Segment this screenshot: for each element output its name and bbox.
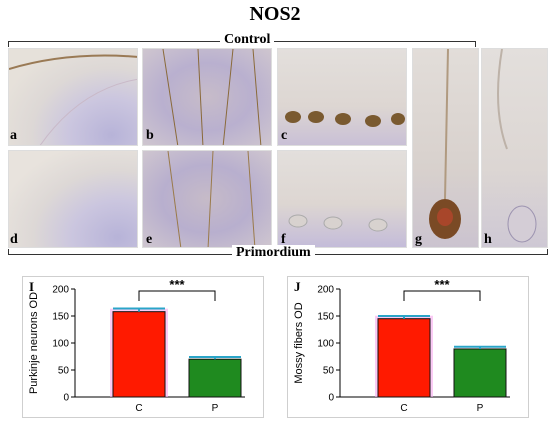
y-tick-label: 100	[52, 339, 69, 350]
significance-bracket	[138, 290, 216, 301]
panel-e-fibers	[167, 151, 256, 247]
bar-p	[188, 358, 242, 398]
chart-i-panel-label: I	[29, 279, 35, 294]
x-tick-label: C	[400, 403, 407, 414]
panel-h-image	[481, 48, 548, 248]
panel-d-image	[8, 150, 138, 248]
significance-bracket	[403, 290, 481, 301]
panel-g-image	[412, 48, 479, 248]
panel-f-label: f	[281, 232, 286, 247]
significance-label: ***	[169, 277, 185, 292]
panel-f-image	[277, 150, 407, 248]
chart-j: Mossy fibers OD 0 50 100 150 200 C P *** J	[287, 276, 529, 418]
panel-a-texture	[9, 54, 137, 145]
control-group-label: Control	[220, 32, 275, 48]
panel-e-label: e	[146, 232, 153, 247]
y-axis-label: Purkinje neurons OD	[28, 292, 40, 394]
panel-h-cell	[497, 49, 537, 243]
chart-i-svg: Purkinje neurons OD 0 50 100 150 200 C P ***	[28, 277, 245, 414]
panel-a-label: a	[10, 128, 17, 143]
panel-b-fibers	[162, 49, 262, 145]
panel-c-label: c	[281, 128, 288, 143]
panel-c-purkinje-cells	[285, 111, 405, 127]
x-tick-label: P	[477, 403, 484, 414]
y-tick-label: 150	[52, 312, 69, 323]
y-axis-label: Mossy fibers OD	[293, 302, 305, 383]
panel-e-image	[142, 150, 272, 248]
y-tick-label: 100	[317, 339, 334, 350]
y-tick-label: 150	[317, 312, 334, 323]
y-tick-label: 50	[323, 366, 335, 377]
chart-j-panel-label: J	[294, 279, 301, 294]
y-tick-label: 0	[328, 393, 334, 404]
chart-i: Purkinje neurons OD 0 50 100 150 200 C P *** I	[22, 276, 264, 418]
control-bracket-right-tick	[475, 41, 476, 47]
x-tick-label: P	[212, 403, 219, 414]
primordium-bracket-right-tick	[547, 249, 548, 255]
y-tick-label: 0	[63, 393, 69, 404]
panel-a-image	[8, 48, 138, 146]
bar-p	[453, 348, 507, 398]
x-tick-label: C	[135, 403, 142, 414]
y-tick-label: 200	[317, 285, 334, 296]
primordium-bracket-left-tick	[8, 249, 9, 255]
panel-g-label: g	[415, 232, 422, 247]
figure-title: NOS2	[249, 3, 301, 25]
panel-d-label: d	[10, 232, 18, 247]
panel-f-cells	[288, 214, 388, 232]
bar-c	[112, 311, 166, 398]
panel-g-cell	[429, 49, 461, 239]
panel-h-label: h	[484, 232, 492, 247]
panel-b-label: b	[146, 128, 154, 143]
y-tick-label: 50	[58, 366, 70, 377]
panel-c-image	[277, 48, 407, 146]
primordium-group-label: Primordium	[232, 245, 315, 261]
chart-j-svg: Mossy fibers OD 0 50 100 150 200 C P ***	[293, 277, 510, 414]
y-tick-label: 200	[52, 285, 69, 296]
bar-c	[377, 318, 431, 398]
control-bracket-left-tick	[8, 41, 9, 47]
panel-b-image	[142, 48, 272, 146]
significance-label: ***	[434, 277, 450, 292]
